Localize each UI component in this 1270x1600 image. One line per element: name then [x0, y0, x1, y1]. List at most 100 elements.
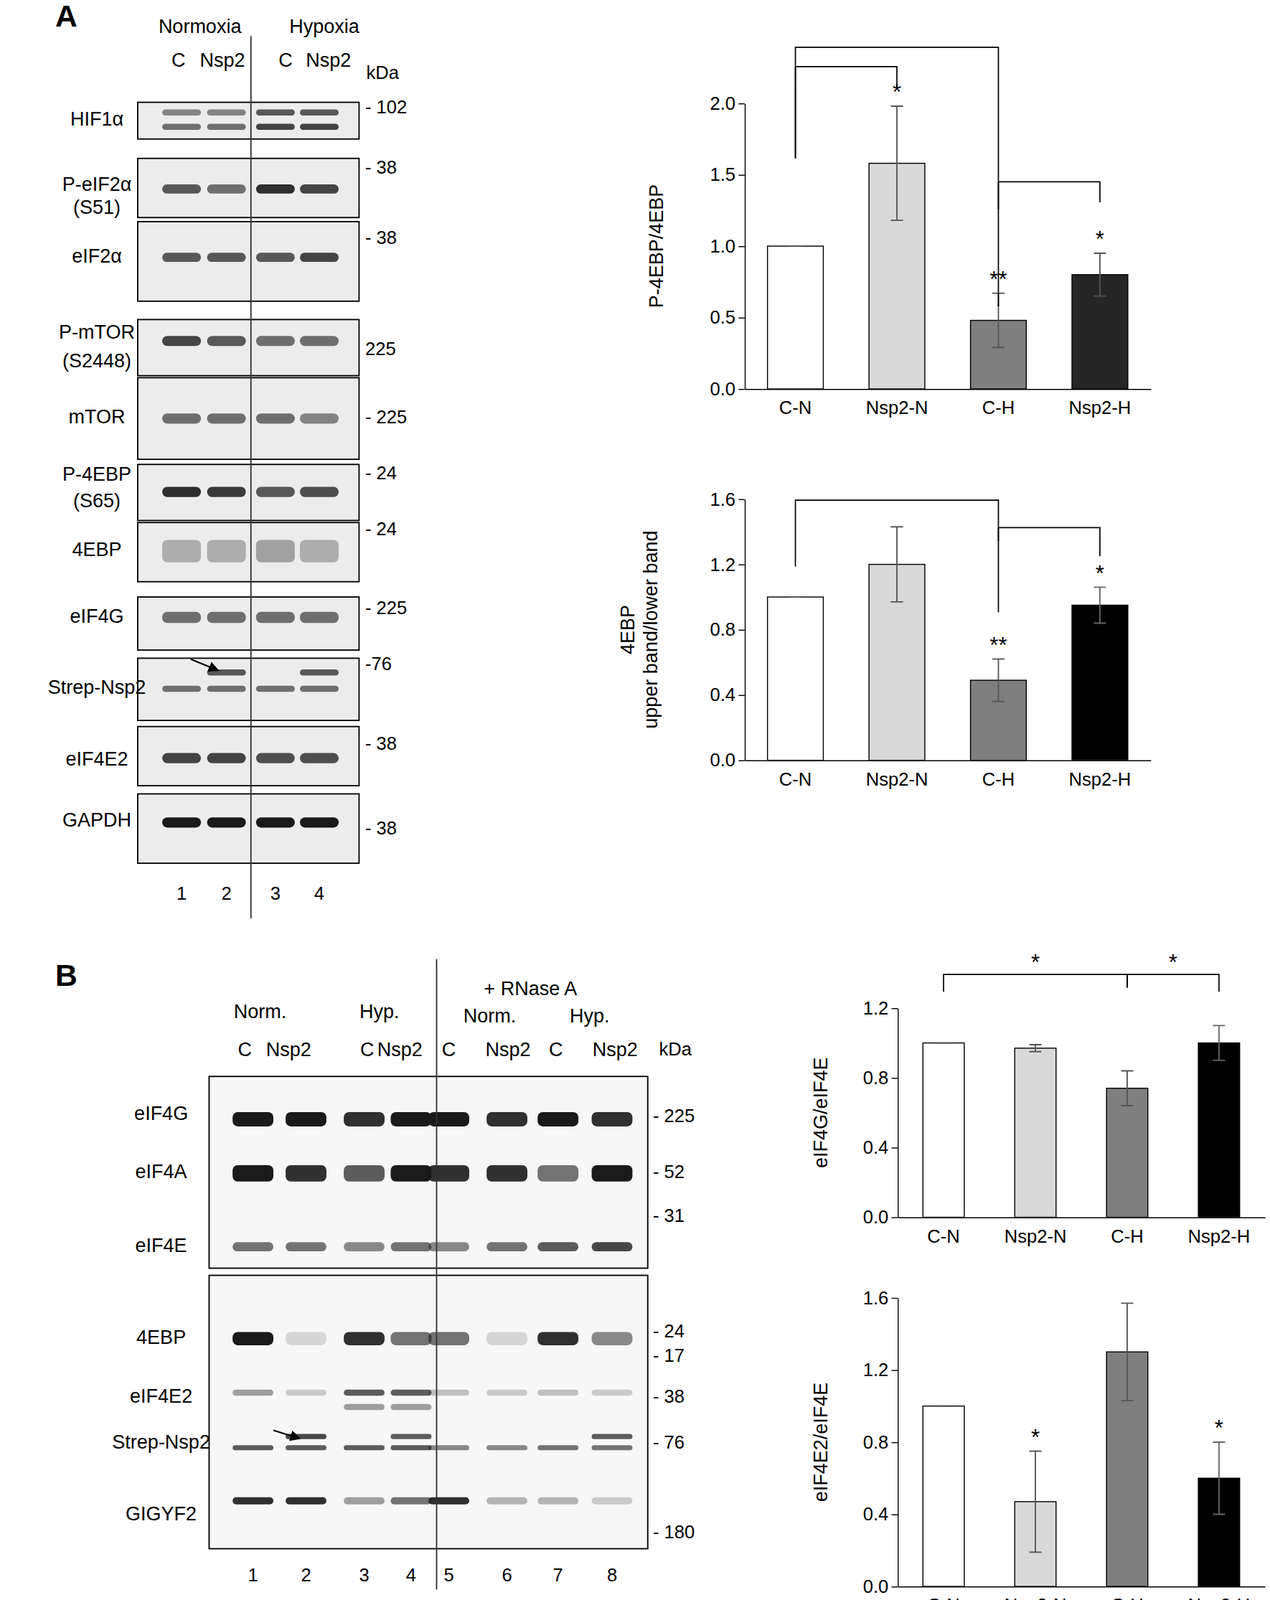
- kda-marker: - 38: [365, 227, 397, 248]
- x-tick-label: Nsp2-H: [1069, 397, 1132, 418]
- lane-label: Nsp2: [266, 1038, 312, 1061]
- error-bar: [890, 106, 903, 221]
- kda-marker: - 38: [365, 733, 397, 754]
- lane-number: 8: [607, 1564, 618, 1585]
- band: [232, 1389, 274, 1397]
- blot-row: 4EBP- 24: [72, 518, 398, 582]
- band: [232, 1497, 274, 1505]
- lane-label: Nsp2: [305, 49, 351, 72]
- error-cap: [1093, 586, 1106, 589]
- band: [207, 669, 247, 676]
- x-tick-label: C-N: [779, 397, 812, 418]
- comparison-bracket: [998, 181, 1100, 209]
- band: [537, 1242, 579, 1252]
- error-bar: [1212, 1442, 1225, 1515]
- error-cap: [789, 245, 802, 247]
- lane-header: Hyp.: [569, 1005, 610, 1027]
- y-tick-label: 2.0: [709, 93, 736, 114]
- x-tick: Nsp2-N: [866, 388, 929, 418]
- error-cap: [1028, 1051, 1042, 1053]
- band: [256, 612, 295, 624]
- y-tick-mark: [738, 175, 745, 176]
- band: [486, 1242, 528, 1252]
- y-axis-title: eIF4G/eIF4E: [810, 1056, 832, 1169]
- row-label: 4EBP: [136, 1326, 186, 1349]
- band: [428, 1445, 470, 1451]
- band: [299, 817, 339, 828]
- band: [256, 669, 295, 676]
- blot-row: GIGYF2 - 180: [125, 1497, 695, 1542]
- band: [207, 184, 247, 194]
- band: [391, 1404, 432, 1411]
- x-tick-label: Nsp2-H: [1188, 1595, 1251, 1600]
- band: [162, 612, 201, 624]
- band: [428, 1242, 470, 1252]
- y-tick: 0.0: [863, 1576, 898, 1597]
- band: [232, 1112, 274, 1127]
- blot-box: [208, 1275, 648, 1550]
- band: [162, 184, 201, 194]
- band: [207, 487, 247, 498]
- blot-row: P-mTOR(S2448)225: [58, 319, 397, 376]
- band: [391, 1497, 432, 1505]
- bar: [767, 596, 824, 760]
- x-tick: Nsp2-N: [866, 760, 929, 790]
- band: [256, 539, 295, 562]
- band: [256, 685, 295, 693]
- y-tick: 1.6: [709, 489, 745, 510]
- x-axis: C-NNsp2-NC-HNsp2-H: [898, 1216, 1266, 1246]
- band: [207, 817, 247, 828]
- kda-marker: - 180: [652, 1521, 695, 1542]
- error-cap: [1120, 1399, 1133, 1402]
- blot-row: mTOR- 225: [68, 377, 408, 460]
- blot-box: [137, 221, 360, 302]
- band: [232, 1331, 274, 1345]
- row-label: GIGYF2: [125, 1503, 197, 1525]
- error-cap: [937, 1405, 950, 1408]
- y-tick-mark: [891, 1077, 899, 1079]
- lane-header: Hyp.: [359, 1000, 400, 1023]
- error-cap: [1212, 1059, 1225, 1062]
- row-label: Strep-Nsp2: [48, 676, 147, 699]
- error-cap: [789, 245, 802, 247]
- x-tick-label: Nsp2-N: [866, 397, 929, 418]
- bar: [922, 1406, 965, 1587]
- kda-marker: - 38: [365, 157, 397, 178]
- error-cap: [1120, 1070, 1133, 1072]
- plot-area: [922, 1303, 1240, 1587]
- unit-label: kDa: [658, 1039, 692, 1060]
- lane-number: 4: [314, 883, 325, 904]
- band: [299, 184, 339, 194]
- band: [591, 1112, 633, 1127]
- blot-row: eIF4E2- 38: [66, 726, 398, 786]
- band: [207, 252, 247, 262]
- y-tick-label: 1.2: [863, 1359, 889, 1380]
- band: [256, 753, 295, 764]
- kda-marker: - 52: [652, 1161, 685, 1182]
- error-bar: [789, 245, 802, 247]
- lane-header: Hypoxia: [289, 15, 361, 38]
- band: [256, 487, 295, 498]
- y-tick-label: 0.0: [863, 1206, 889, 1227]
- comparison-bracket: [795, 47, 999, 307]
- band: [285, 1445, 327, 1451]
- band: [343, 1242, 385, 1252]
- x-tick-label: Nsp2-H: [1188, 1226, 1251, 1247]
- band: [207, 413, 247, 424]
- error-cap: [937, 1405, 950, 1408]
- blot-row: P-4EBP(S65)- 24: [62, 462, 397, 521]
- band: [162, 123, 201, 130]
- y-tick: 1.2: [709, 553, 745, 575]
- blot-row: eIF4E2- 38: [129, 1385, 685, 1410]
- error-cap: [1028, 1551, 1042, 1553]
- band: [428, 1404, 470, 1411]
- error-bar: [937, 1042, 950, 1044]
- band: [207, 123, 247, 130]
- y-tick: 1.5: [709, 164, 745, 185]
- band: [232, 1434, 274, 1440]
- y-axis-title: P-4EBP/4EBP: [645, 184, 668, 309]
- y-tick-mark: [891, 1297, 899, 1299]
- band: [162, 335, 201, 346]
- x-tick: Nsp2-H: [1069, 388, 1132, 418]
- y-tick: 0.0: [863, 1206, 898, 1227]
